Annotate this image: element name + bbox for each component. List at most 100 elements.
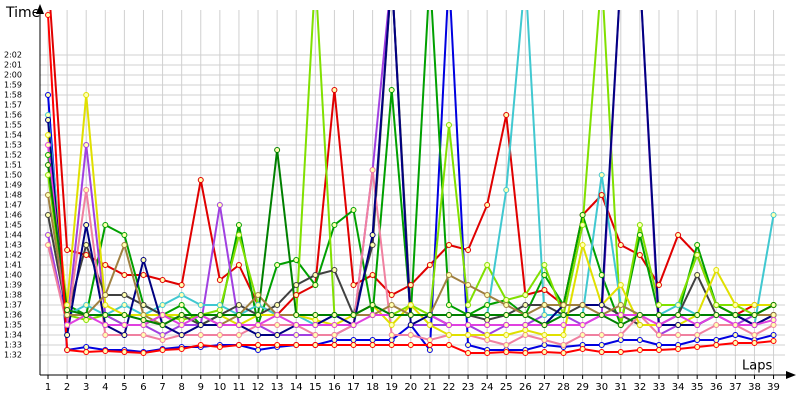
point [140,312,147,318]
point [274,312,281,318]
point [751,332,758,338]
point [83,344,90,350]
y-tick-label: 2:02 [4,51,22,60]
point [598,192,605,198]
y-tick-label: 1:50 [4,171,22,180]
y-arrow [36,4,44,14]
point [407,282,414,288]
x-tick-label: 21 [424,382,437,393]
point [636,347,643,353]
y-tick-label: 1:35 [4,321,22,330]
point [121,302,128,308]
point [216,344,223,350]
point [121,242,128,248]
point [694,272,701,278]
point [445,322,452,328]
point [503,332,510,338]
point [255,342,262,348]
point [388,332,395,338]
point [751,312,758,318]
x-tick-label: 32 [634,382,647,393]
y-tick-label: 1:56 [4,111,22,120]
point [350,342,357,348]
point [216,307,223,313]
x-tick-label: 10 [213,382,226,393]
point [541,322,548,328]
point [121,349,128,355]
point [121,312,128,318]
x-tick-label: 16 [328,382,341,393]
point [121,322,128,328]
point [484,317,491,323]
point [159,322,166,328]
point [770,212,777,218]
point [407,332,414,338]
point [655,332,662,338]
point [102,322,109,328]
x-tick-label: 30 [595,382,608,393]
y-tick-label: 1:33 [4,341,22,350]
point [331,322,338,328]
x-tick-label: 28 [557,382,570,393]
x-tick-label: 3 [83,382,89,393]
point [388,302,395,308]
point [503,349,510,355]
point [426,342,433,348]
point [694,337,701,343]
point [732,312,739,318]
point [465,247,472,253]
point [503,312,510,318]
point [274,322,281,328]
point [159,302,166,308]
point [541,349,548,355]
x-tick-label: 19 [385,382,398,393]
point [64,332,71,338]
point [159,332,166,338]
x-tick-label: 22 [443,382,456,393]
y-tick-label: 1:34 [4,331,22,340]
point [465,282,472,288]
point [407,342,414,348]
point [445,242,452,248]
x-tick-label: 9 [198,382,204,393]
x-tick-label: 34 [672,382,685,393]
point [83,142,90,148]
point [465,350,472,356]
point [388,337,395,343]
y-tick-label: 1:38 [4,291,22,300]
point [617,337,624,343]
point [655,347,662,353]
point [465,342,472,348]
point [45,92,52,98]
point [388,87,395,93]
point [503,112,510,118]
x-tick-label: 11 [233,382,246,393]
point [45,212,52,218]
y-axis-label: Time [5,5,40,21]
point [445,332,452,338]
point [102,332,109,338]
point [694,322,701,328]
point [293,312,300,318]
point [617,302,624,308]
point [598,172,605,178]
point [503,322,510,328]
point [197,177,204,183]
point [140,350,147,356]
point [274,262,281,268]
point [541,342,548,348]
point [560,332,567,338]
point [312,317,319,323]
point [312,322,319,328]
point [83,222,90,228]
point [598,272,605,278]
point [484,322,491,328]
x-tick-label: 5 [121,382,127,393]
point [140,272,147,278]
point [503,302,510,308]
point [579,302,586,308]
x-tick-label: 37 [729,382,742,393]
point [465,312,472,318]
y-tick-label: 1:59 [4,81,22,90]
point [579,212,586,218]
